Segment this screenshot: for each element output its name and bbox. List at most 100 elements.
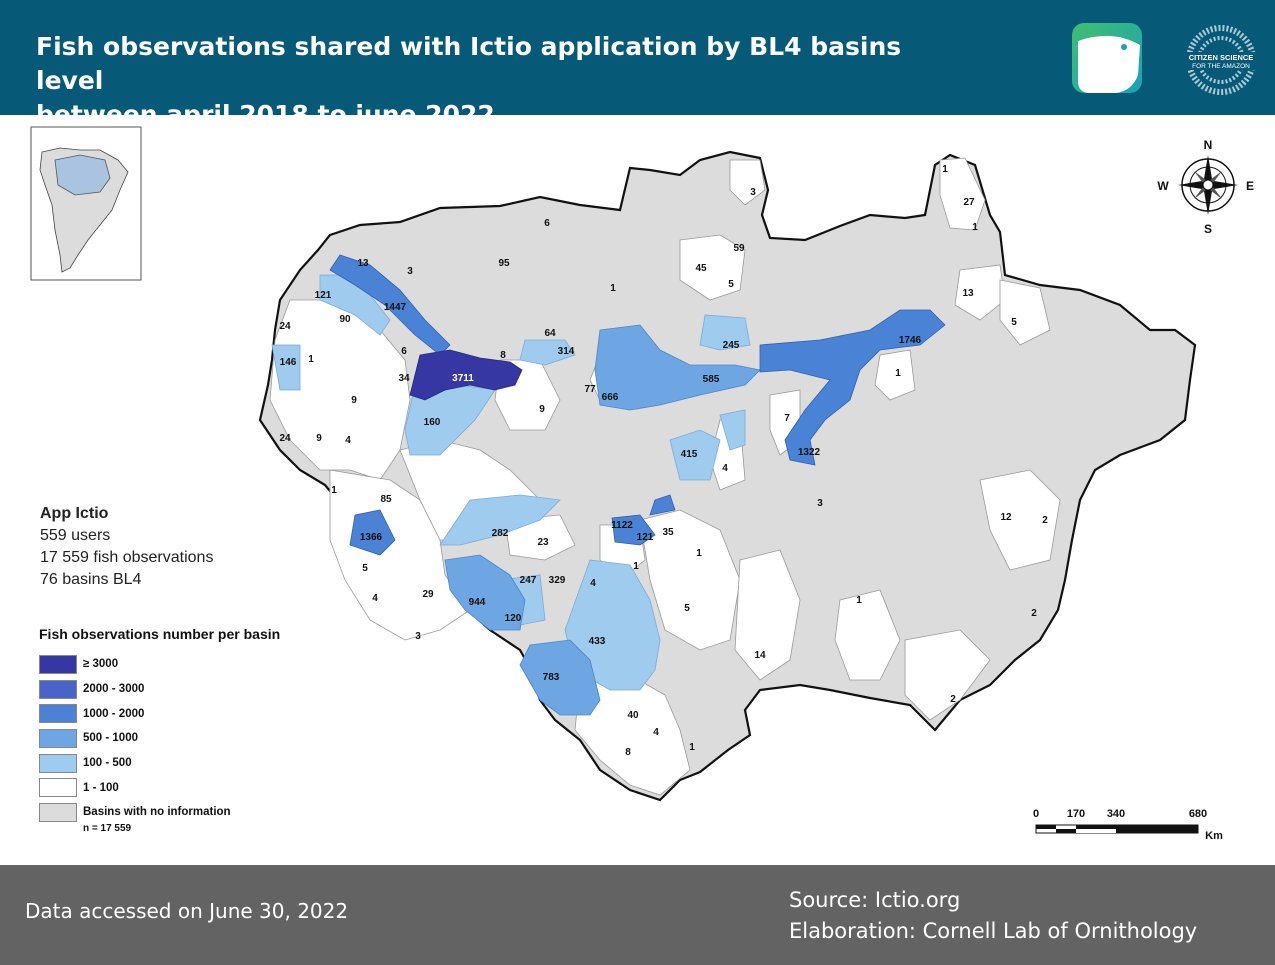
- basin-value-label: 146: [280, 357, 297, 368]
- basin-value-label: 9: [316, 433, 322, 444]
- footer-banner: Data accessed on June 30, 2022 Source: I…: [0, 865, 1275, 965]
- stats-block: App Ictio 559 users 17 559 fish observat…: [40, 503, 213, 591]
- basin-value-label: 1: [689, 742, 695, 753]
- basin-value-label: 34: [398, 373, 410, 384]
- legend-swatch: [39, 704, 77, 724]
- basin-value-label: 2: [1042, 515, 1048, 526]
- basin-value-label: 24: [279, 433, 291, 444]
- basin-value-label: 2: [950, 694, 956, 705]
- basin-value-label: 45: [695, 263, 707, 274]
- basin-value-label: 3: [415, 631, 421, 642]
- legend-label: 1 - 100: [83, 781, 119, 794]
- basin-value-label: 13: [962, 288, 974, 299]
- basin-value-label: 3: [750, 187, 756, 198]
- basin-value-label: 1322: [798, 447, 821, 458]
- basin-value-label: 433: [589, 636, 606, 647]
- basin-value-label: 23: [537, 537, 549, 548]
- basin-value-label: 35: [662, 527, 674, 538]
- compass-south-label: S: [1204, 222, 1212, 236]
- scale-tick-0: 0: [1033, 808, 1039, 820]
- basin-value-label: 5: [362, 563, 368, 574]
- south-america-inset-map: [30, 126, 142, 281]
- compass-rose-icon: N S E W: [1157, 138, 1254, 236]
- basin-value-label: 24: [279, 321, 291, 332]
- stats-title: App Ictio: [40, 505, 109, 522]
- legend-item: ≥ 3000: [39, 652, 339, 677]
- legend-item: Basins with no information: [39, 800, 339, 825]
- basin-value-label: 8: [500, 350, 506, 361]
- source-text: Source: Ictio.org: [789, 888, 961, 912]
- basin-value-label: 1: [972, 222, 978, 233]
- basin-value-label: 282: [492, 528, 509, 539]
- basin-value-label: 12: [1000, 512, 1012, 523]
- compass-north-label: N: [1204, 138, 1213, 152]
- scale-bar: 0 170 340 680 Km: [1033, 808, 1223, 842]
- scale-unit: Km: [1205, 830, 1223, 842]
- basin-value-label: 59: [733, 243, 745, 254]
- legend-item: 500 - 1000: [39, 726, 339, 751]
- light-blue-basins: [271, 274, 751, 691]
- legend-item: 100 - 500: [39, 751, 339, 776]
- basin-value-label: 77: [584, 384, 596, 395]
- legend-item: 1000 - 2000: [39, 701, 339, 726]
- legend-swatch: [39, 778, 77, 798]
- data-accessed-text: Data accessed on June 30, 2022: [25, 899, 349, 923]
- legend-label: 2000 - 3000: [83, 683, 145, 696]
- title-line-1: Fish observations shared with Ictio appl…: [36, 32, 902, 95]
- basin-value-label: 245: [723, 340, 740, 351]
- blue-basins: [329, 254, 946, 556]
- cs-logo-text-2: FOR THE AMAZON: [1192, 63, 1250, 70]
- basin-value-label: 3: [817, 498, 823, 509]
- scale-tick-170: 170: [1067, 808, 1085, 820]
- basin-value-label: 160: [424, 417, 441, 428]
- source-block: Source: Ictio.org Elaboration: Cornell L…: [789, 885, 1197, 947]
- header-banner: Fish observations shared with Ictio appl…: [0, 0, 1275, 129]
- basin-value-label: 14: [754, 650, 766, 661]
- basin-value-label: 5: [728, 279, 734, 290]
- basin-value-label: 3: [407, 266, 413, 277]
- basin-value-label: 1: [895, 368, 901, 379]
- mid-blue-basins: [444, 324, 761, 716]
- scale-tick-680: 680: [1189, 808, 1207, 820]
- legend-swatch: [39, 802, 77, 822]
- basin-value-label: 247: [520, 575, 537, 586]
- basin-value-label: 29: [422, 589, 434, 600]
- basin-value-label: 5: [1011, 317, 1017, 328]
- legend-label: Basins with no information: [83, 806, 231, 819]
- map-title: Fish observations shared with Ictio appl…: [36, 30, 956, 132]
- basin-value-label: 2: [1031, 608, 1037, 619]
- legend-item: 1 - 100: [39, 775, 339, 800]
- stats-basins: 76 basins BL4: [40, 571, 142, 588]
- basin-value-label: 13: [357, 258, 369, 269]
- basin-value-label: 121: [637, 532, 654, 543]
- basin-value-label: 944: [469, 597, 486, 608]
- basin-value-label: 9: [351, 395, 357, 406]
- basin-value-label: 6: [544, 218, 550, 229]
- basin-value-label: 4: [653, 727, 659, 738]
- basin-value-label: 3711: [452, 373, 474, 384]
- darkest-basin-3711: [409, 349, 523, 401]
- legend-label: 1000 - 2000: [83, 707, 145, 720]
- legend-label: 100 - 500: [83, 757, 132, 770]
- basin-value-label: 1: [633, 561, 639, 572]
- legend-title: Fish observations number per basin: [39, 626, 281, 642]
- basin-value-label: 415: [681, 449, 698, 460]
- basin-value-label: 85: [380, 494, 392, 505]
- legend-note: n = 17 559: [83, 822, 132, 834]
- basin-value-label: 1: [942, 164, 948, 175]
- basin-value-label: 121: [315, 290, 332, 301]
- legend-swatch: [39, 679, 77, 699]
- basin-value-label: 64: [544, 328, 556, 339]
- ictio-fish-logo-icon: [1072, 23, 1142, 93]
- basin-value-label: 90: [339, 314, 351, 325]
- legend-swatch: [39, 753, 77, 773]
- basin-value-label: 4: [345, 435, 351, 446]
- basin-value-label: 95: [498, 258, 510, 269]
- basin-value-label: 120: [505, 613, 522, 624]
- basin-value-label: 1: [610, 283, 616, 294]
- basin-value-label: 1: [308, 354, 314, 365]
- basin-value-label: 1447: [384, 302, 407, 313]
- basin-value-label: 783: [543, 672, 560, 683]
- legend-item: 2000 - 3000: [39, 677, 339, 702]
